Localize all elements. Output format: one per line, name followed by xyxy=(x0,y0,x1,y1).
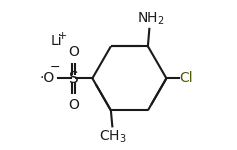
Text: ·O: ·O xyxy=(39,71,55,85)
Text: −: − xyxy=(50,61,60,74)
Text: S: S xyxy=(69,71,78,86)
Text: Li: Li xyxy=(50,34,62,48)
Text: NH$_2$: NH$_2$ xyxy=(137,10,165,27)
Text: Cl: Cl xyxy=(179,71,193,85)
Text: +: + xyxy=(58,30,67,40)
Text: CH$_3$: CH$_3$ xyxy=(99,129,126,145)
Text: O: O xyxy=(68,45,79,59)
Text: O: O xyxy=(68,98,79,112)
